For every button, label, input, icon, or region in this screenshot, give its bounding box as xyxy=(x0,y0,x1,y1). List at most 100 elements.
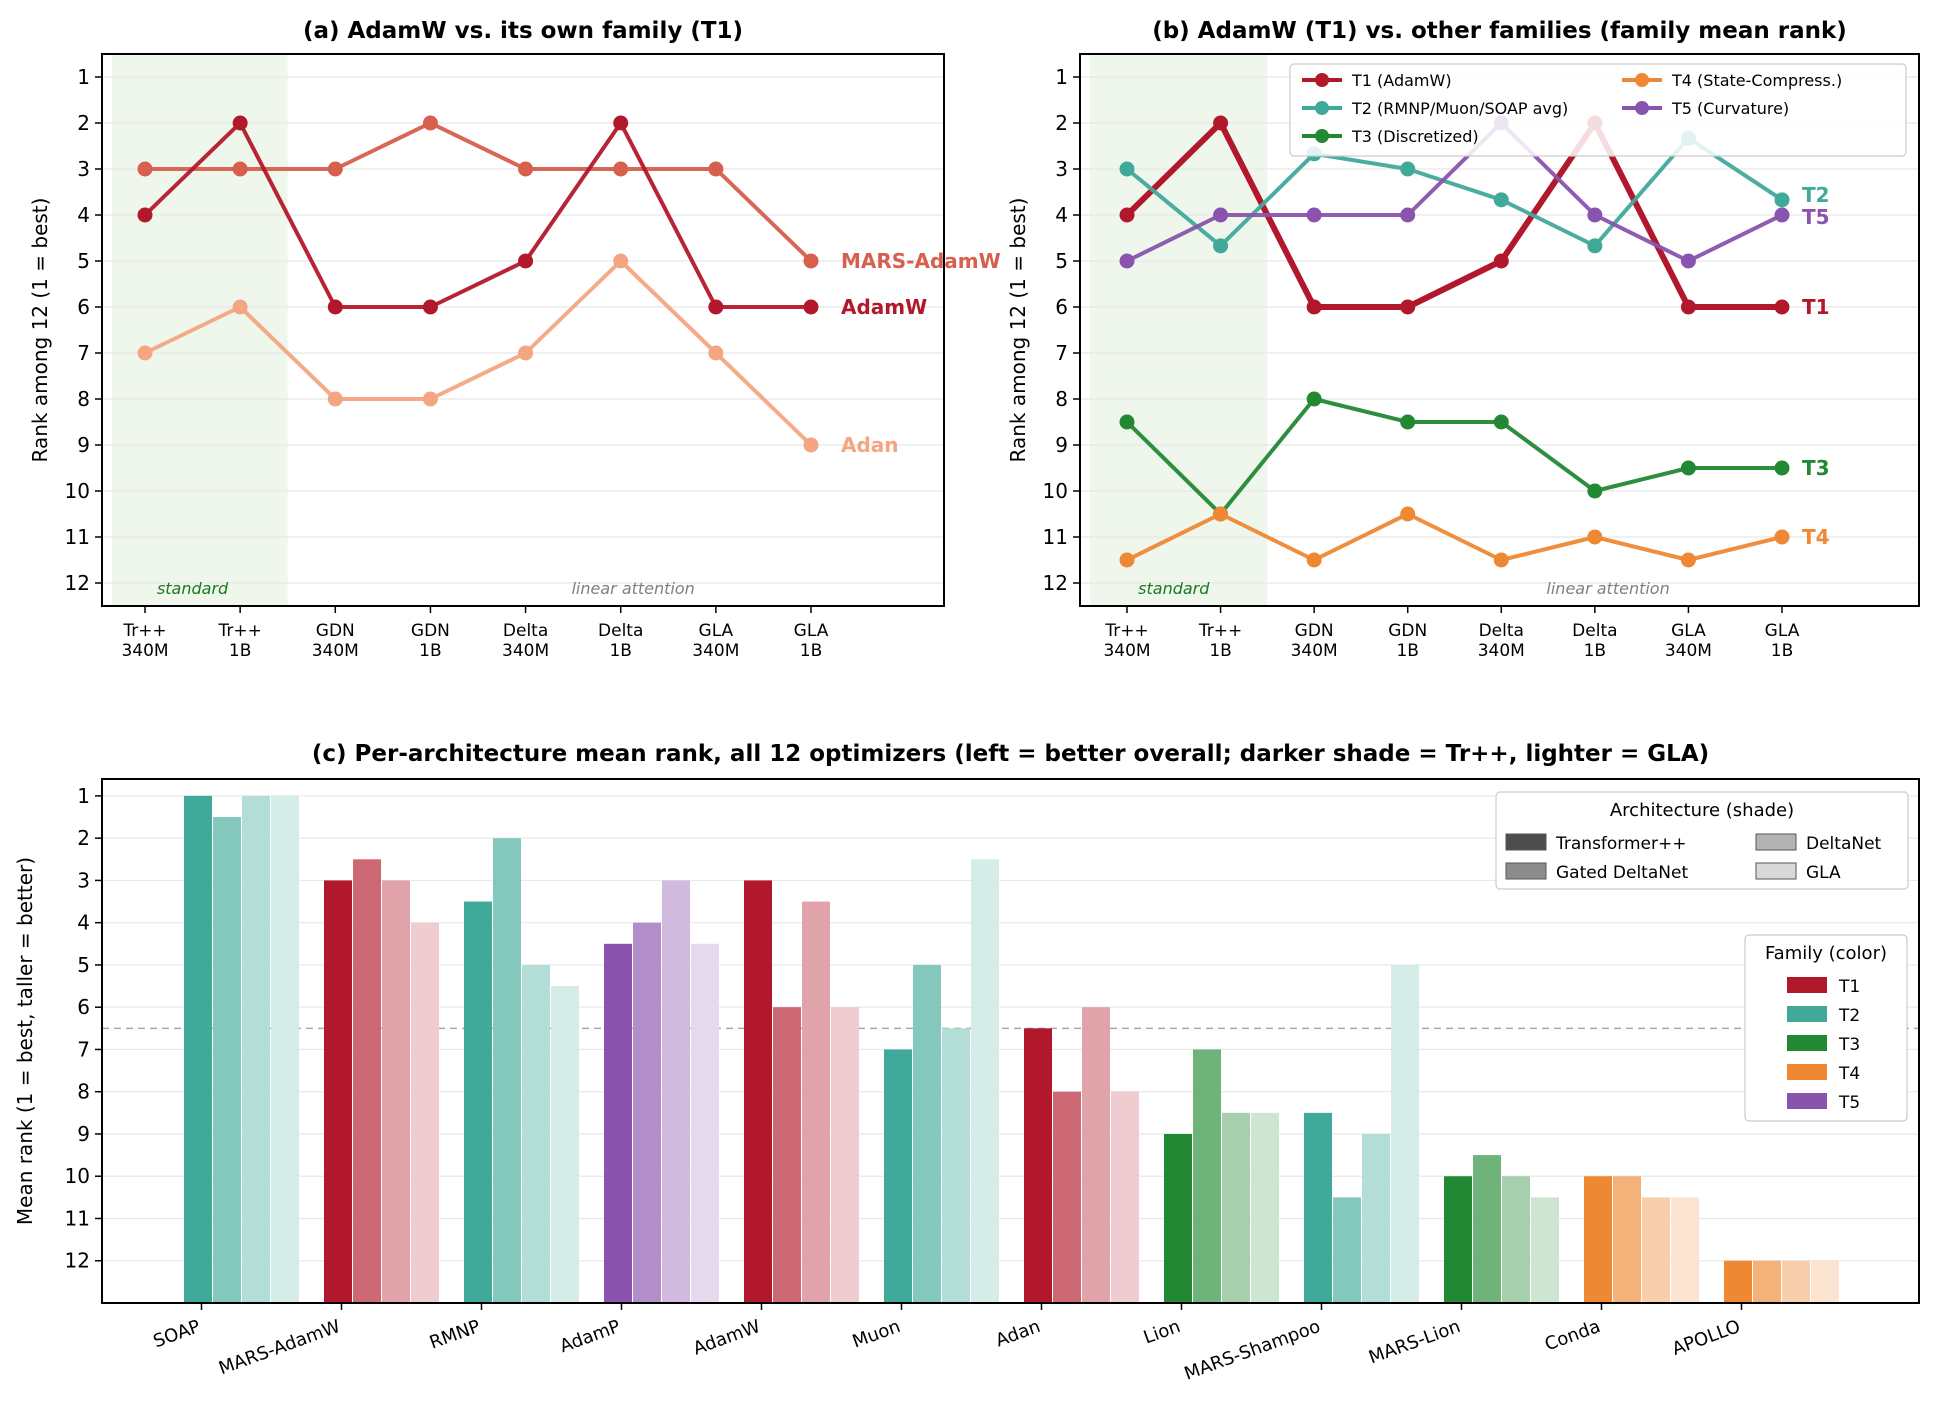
bar-mars-lion-gla xyxy=(1531,1197,1559,1303)
y-tick-label: 3 xyxy=(1055,157,1068,181)
series-line-t4 xyxy=(1126,512,1783,562)
legend-swatch-t2 xyxy=(1787,1006,1827,1022)
legend-marker-t1 xyxy=(1315,73,1329,87)
legend-marker-t4 xyxy=(1635,73,1649,87)
bar-apollo-gated-deltanet xyxy=(1753,1260,1781,1303)
x-tick-label-arch: Delta xyxy=(598,621,643,641)
legend-label-t2: T2 (RMNP/Muon/SOAP avg) xyxy=(1351,99,1568,118)
legend-swatch-t4 xyxy=(1787,1064,1827,1080)
bar-conda-gated-deltanet xyxy=(1613,1176,1641,1303)
data-point-adamw xyxy=(518,253,534,269)
legend-swatch-deltanet xyxy=(1755,833,1797,851)
x-tick-label-arch: Delta xyxy=(503,621,548,641)
data-point-mars-adamw xyxy=(613,161,629,177)
panel-c-family-legend: Family (color) T1 T2 T3 T4 T5 xyxy=(1744,934,1908,1122)
data-point-adan xyxy=(137,345,153,361)
data-point-adan xyxy=(232,299,248,315)
data-point-mars-adamw xyxy=(327,161,343,177)
bar-mars-shampoo-gla xyxy=(1391,964,1419,1303)
data-point-t5 xyxy=(1587,207,1603,223)
y-tick-label: 3 xyxy=(77,157,90,181)
data-point-adamw xyxy=(708,299,724,315)
x-tick-label-arch: Tr++ xyxy=(1198,621,1242,641)
data-point-adan xyxy=(613,253,629,269)
y-tick-label: 6 xyxy=(77,295,90,319)
data-point-t2 xyxy=(1400,161,1416,177)
y-tick-label: 1 xyxy=(77,65,90,89)
data-point-t3 xyxy=(1587,483,1603,499)
bar-adan-gated-deltanet xyxy=(1053,1091,1081,1303)
x-tick-label-size: 1B xyxy=(609,641,631,661)
y-tick-label: 2 xyxy=(1055,111,1068,135)
bar-rmnp-gla xyxy=(551,986,579,1303)
bar-soap-gated-deltanet xyxy=(213,817,241,1303)
bar-lion-deltanet xyxy=(1222,1112,1250,1303)
data-point-t5 xyxy=(1774,207,1790,223)
panel-b-legend: T1 (AdamW) T2 (RMNP/Muon/SOAP avg) T3 (Dis… xyxy=(1289,63,1907,157)
x-tick-label-size: 340M xyxy=(692,641,739,661)
series-end-label-t2: T2 xyxy=(1802,183,1830,207)
legend-box xyxy=(1744,934,1908,1122)
data-point-adan xyxy=(708,345,724,361)
bar-mars-lion-transformer xyxy=(1444,1176,1472,1303)
y-tick-label: 8 xyxy=(77,387,90,411)
data-point-t2 xyxy=(1774,192,1790,208)
bar-adamw-gla xyxy=(831,1007,859,1303)
series-end-label-t3: T3 xyxy=(1802,456,1830,480)
bar-rmnp-deltanet xyxy=(522,964,550,1303)
legend-label-t3: T3 xyxy=(1838,1035,1860,1055)
bar-adamp-gated-deltanet xyxy=(633,922,661,1303)
x-tick-label-arch: GDN xyxy=(411,621,450,641)
y-tick-label: 11 xyxy=(65,525,90,549)
x-tick-label-size: 340M xyxy=(1103,641,1150,661)
bar-muon-gated-deltanet xyxy=(913,964,941,1303)
y-tick-label: 10 xyxy=(65,1164,90,1188)
legend-title: Architecture (shade) xyxy=(1610,800,1794,821)
series-line-mars-adamw xyxy=(145,121,813,263)
data-point-t5 xyxy=(1213,207,1229,223)
bar-adan-transformer xyxy=(1024,1028,1052,1303)
legend-label-t4: T4 (State-Compress.) xyxy=(1671,71,1842,90)
legend-label-t4: T4 xyxy=(1838,1064,1860,1084)
bar-adamw-gated-deltanet xyxy=(773,1007,801,1303)
panel-b-linear-attention-label: linear attention xyxy=(1546,579,1669,598)
legend-label-t5: T5 xyxy=(1838,1093,1860,1113)
data-point-t1 xyxy=(1774,299,1790,315)
data-point-t4 xyxy=(1400,506,1416,522)
bar-adamw-deltanet xyxy=(802,901,830,1303)
x-tick-label-arch: GDN xyxy=(1295,621,1334,641)
data-point-adamw xyxy=(613,115,629,131)
panel-b-standard-label: standard xyxy=(1138,579,1210,598)
panel-a-linear-attention-label: linear attention xyxy=(571,579,694,598)
series-end-label-t1: T1 xyxy=(1802,295,1830,319)
bar-conda-deltanet xyxy=(1642,1197,1670,1303)
data-point-adamw xyxy=(137,207,153,223)
x-tick-label-arch: GLA xyxy=(699,621,734,641)
data-point-t4 xyxy=(1774,529,1790,545)
bar-rmnp-gated-deltanet xyxy=(493,838,521,1303)
series-line-adamw xyxy=(143,121,811,309)
bar-adamp-deltanet xyxy=(662,880,690,1303)
bar-soap-transformer xyxy=(184,795,212,1303)
bar-muon-transformer xyxy=(884,1049,912,1303)
series-line-t1 xyxy=(1124,120,1782,310)
legend-box xyxy=(1289,63,1907,157)
bar-apollo-transformer xyxy=(1724,1260,1752,1303)
bar-mars-adamw-gla xyxy=(411,922,439,1303)
y-tick-label: 4 xyxy=(1055,203,1068,227)
panel-b-y-axis-label: Rank among 12 (1 = best) xyxy=(1006,198,1030,463)
data-point-t3 xyxy=(1680,460,1696,476)
legend-label-t3: T3 (Discretized) xyxy=(1351,127,1479,146)
x-tick-label-size: 340M xyxy=(121,641,168,661)
bar-adan-deltanet xyxy=(1082,1007,1110,1303)
y-tick-label: 2 xyxy=(77,111,90,135)
legend-swatch-gated-deltanet xyxy=(1505,862,1547,880)
bar-apollo-gla xyxy=(1811,1260,1839,1303)
panel-b-title: (b) AdamW (T1) vs. other families (famil… xyxy=(1152,18,1847,44)
data-point-t2 xyxy=(1587,238,1603,254)
y-tick-label: 7 xyxy=(77,341,90,365)
data-point-mars-adamw xyxy=(232,161,248,177)
x-tick-label-size: 1B xyxy=(1209,641,1231,661)
bar-mars-shampoo-deltanet xyxy=(1362,1133,1390,1303)
